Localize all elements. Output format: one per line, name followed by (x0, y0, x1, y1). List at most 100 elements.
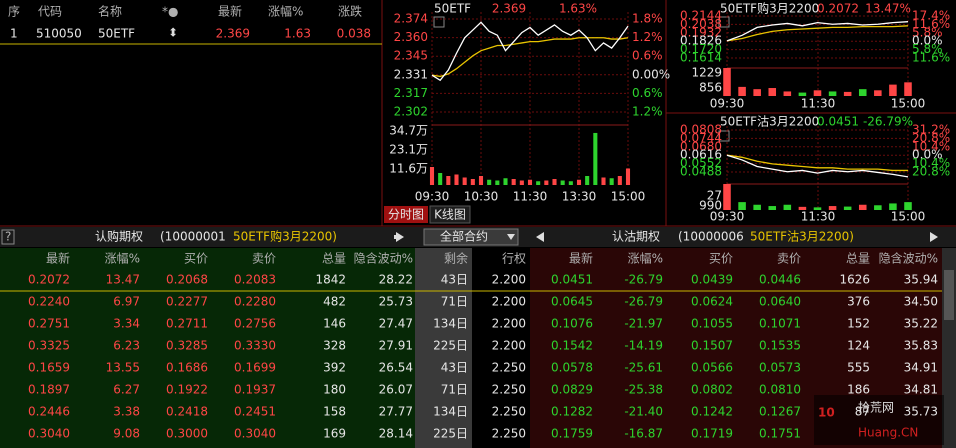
y-label: 0.2038 (680, 17, 722, 31)
put-cell: 0.1071 (759, 317, 801, 331)
put-cell: 0.1055 (691, 317, 733, 331)
remain-cell: 134日 (433, 317, 468, 331)
volume-label: 34.7万 (389, 124, 428, 138)
volume-bar (904, 82, 912, 96)
table-header: 最新 (569, 251, 593, 266)
volume-bar (738, 86, 746, 96)
x-label: 15:00 (611, 190, 646, 204)
put-cell: 0.1535 (759, 339, 801, 353)
call-cell: 28.22 (379, 273, 413, 287)
tab-label[interactable]: 分时图 (388, 208, 424, 222)
call-cell: 0.2756 (234, 317, 276, 331)
put-cell: 35.83 (904, 339, 938, 353)
call-cell: 328 (323, 339, 346, 353)
table-header: 涨幅% (628, 251, 663, 266)
tab-active[interactable] (384, 206, 428, 223)
volume-label: 856 (699, 81, 722, 95)
put-cell: 0.0624 (691, 295, 733, 309)
call-cell: 0.2083 (234, 273, 276, 287)
volume-bar (536, 181, 541, 185)
y-label: 0.1826 (680, 34, 722, 48)
call-cell: 0.1922 (166, 383, 208, 397)
volume-label: 23.1万 (389, 143, 428, 157)
y-label: 0.0744 (680, 131, 722, 145)
arrow-right[interactable] (396, 232, 404, 242)
price-line (726, 21, 909, 42)
tab[interactable] (429, 205, 471, 224)
put-cell: 0.0566 (691, 361, 733, 375)
volume-bar (874, 90, 882, 96)
y2-label: 11.6% (912, 51, 950, 65)
watch-header: *● (162, 5, 178, 19)
volume-bar (813, 90, 822, 96)
remain-bg (415, 248, 472, 448)
close-box[interactable] (433, 16, 445, 28)
strike-cell: 2.200 (492, 317, 526, 331)
call-cell: 27.47 (379, 317, 413, 331)
toolbar-text: (10000001 (160, 230, 226, 244)
y-label: 2.331 (394, 67, 428, 81)
call-cell: 0.2711 (166, 317, 208, 331)
watermark-number: 10 (818, 406, 835, 420)
call-cell: 28.14 (379, 427, 413, 441)
call-cell: 3.38 (113, 405, 140, 419)
filter-box[interactable] (423, 228, 519, 246)
tab-label[interactable]: K线图 (434, 208, 466, 222)
put-cell: 35.94 (904, 273, 938, 287)
put-cell: 0.0573 (759, 361, 801, 375)
watermark-bg (814, 395, 944, 445)
watch-header: 代码 (38, 5, 62, 19)
y-label: 0.0616 (680, 148, 722, 162)
toolbar-text: 认购期权 (95, 229, 143, 244)
volume-label: 1229 (691, 66, 722, 80)
put-cell: 35.22 (904, 317, 938, 331)
call-bg (0, 248, 415, 448)
put-cell: 1626 (839, 273, 870, 287)
call-cell: 0.2751 (28, 317, 70, 331)
call-cell: 0.2451 (234, 405, 276, 419)
toolbar-text[interactable]: ? (5, 230, 11, 244)
arrow-right-2[interactable] (930, 232, 938, 242)
x-label: 11:30 (801, 97, 836, 111)
volume-bar (753, 204, 761, 210)
put-cell: 87 (855, 405, 870, 419)
volume-bar (446, 176, 451, 185)
help-box[interactable] (1, 229, 15, 245)
volume-bar (478, 176, 484, 185)
put-cell: 0.1759 (551, 427, 593, 441)
call-cell: 0.2068 (166, 273, 208, 287)
volume-bar (429, 167, 435, 185)
scroll-thumb[interactable] (944, 270, 954, 320)
y2-label: 31.2% (912, 123, 950, 137)
put-cell: -16.87 (624, 427, 663, 441)
watch-header: 序 (8, 4, 20, 19)
put-cell: 34.81 (904, 383, 938, 397)
volume-label: 27 (707, 189, 722, 203)
y2-label: 10.4% (912, 156, 950, 170)
volume-bar (843, 91, 852, 96)
close-box[interactable] (718, 16, 730, 28)
put-cell: -26.79 (624, 295, 663, 309)
toolbar-text: 50ETF沽3月2200) (750, 230, 854, 244)
y2-label: 5.8% (912, 42, 943, 56)
call-cell: 0.2446 (28, 405, 70, 419)
y-label: 0.0680 (680, 139, 722, 153)
call-cell: 0.1897 (28, 383, 70, 397)
close-box[interactable] (718, 130, 730, 142)
toolbar-text[interactable]: 全部合约 (440, 229, 488, 244)
call-cell: 13.47 (106, 273, 140, 287)
arrow-left[interactable] (536, 232, 544, 242)
volume-bar (828, 206, 837, 210)
call-cell: 0.3325 (28, 339, 70, 353)
volume-bar (625, 168, 631, 185)
volume-bar (487, 179, 492, 185)
volume-bar (783, 204, 792, 210)
sort-icon: ⬍ (168, 26, 178, 40)
call-cell: 0.1686 (166, 361, 208, 375)
y-label: 0.1720 (680, 42, 722, 56)
arrow-stem (394, 235, 398, 239)
table-header: 行权 (502, 252, 526, 266)
dropdown-arrow[interactable] (507, 234, 515, 240)
put-cell: 0.1242 (691, 405, 733, 419)
put-cell: 0.0829 (551, 383, 593, 397)
